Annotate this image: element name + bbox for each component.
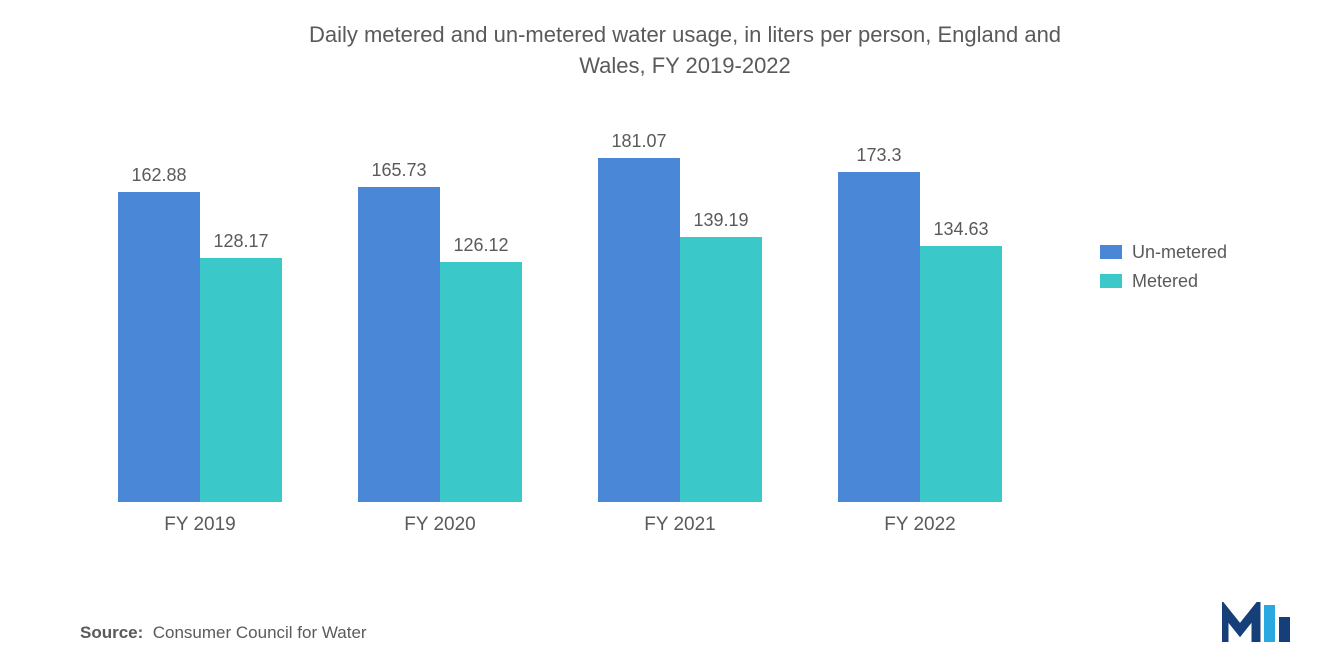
bar-value-label: 128.17 bbox=[213, 231, 268, 252]
category-label: FY 2019 bbox=[110, 514, 290, 536]
bar-col-unmetered: 173.3 bbox=[838, 145, 920, 501]
bar-col-unmetered: 181.07 bbox=[598, 131, 680, 502]
legend-label: Metered bbox=[1132, 271, 1198, 292]
bar-group: 173.3 134.63 FY 2022 bbox=[830, 145, 1010, 501]
source-line: Source: Consumer Council for Water bbox=[80, 623, 367, 643]
legend-swatch-icon bbox=[1100, 274, 1122, 288]
category-label: FY 2022 bbox=[830, 514, 1010, 536]
bar-value-label: 134.63 bbox=[933, 219, 988, 240]
legend-swatch-icon bbox=[1100, 245, 1122, 259]
legend: Un-metered Metered bbox=[1100, 242, 1227, 300]
bar-unmetered bbox=[598, 158, 680, 502]
bar-value-label: 162.88 bbox=[131, 165, 186, 186]
bar-col-metered: 126.12 bbox=[440, 235, 522, 502]
bar-unmetered bbox=[118, 192, 200, 501]
category-label: FY 2021 bbox=[590, 514, 770, 536]
legend-label: Un-metered bbox=[1132, 242, 1227, 263]
bar-group: 162.88 128.17 FY 2019 bbox=[110, 165, 290, 501]
bar-col-metered: 139.19 bbox=[680, 210, 762, 501]
bar-value-label: 139.19 bbox=[693, 210, 748, 231]
bar-value-label: 126.12 bbox=[453, 235, 508, 256]
bar-groups: 162.88 128.17 FY 2019 165.73 1 bbox=[80, 122, 1040, 502]
bar-unmetered bbox=[358, 187, 440, 502]
bar-metered bbox=[920, 246, 1002, 502]
legend-item-unmetered: Un-metered bbox=[1100, 242, 1227, 263]
category-label: FY 2020 bbox=[350, 514, 530, 536]
bar-value-label: 173.3 bbox=[856, 145, 901, 166]
bar-group: 181.07 139.19 FY 2021 bbox=[590, 131, 770, 502]
bar-value-label: 165.73 bbox=[371, 160, 426, 181]
mordor-logo-icon bbox=[1222, 602, 1292, 651]
plot-row: 162.88 128.17 FY 2019 165.73 1 bbox=[80, 122, 1290, 542]
source-prefix: Source: bbox=[80, 623, 143, 642]
bar-value-label: 181.07 bbox=[611, 131, 666, 152]
bar-metered bbox=[680, 237, 762, 501]
legend-item-metered: Metered bbox=[1100, 271, 1227, 292]
bar-metered bbox=[200, 258, 282, 502]
chart-title: Daily metered and un-metered water usage… bbox=[275, 20, 1095, 82]
bar-col-metered: 134.63 bbox=[920, 219, 1002, 502]
chart-container: Daily metered and un-metered water usage… bbox=[0, 0, 1320, 665]
bar-unmetered bbox=[838, 172, 920, 501]
source-text: Consumer Council for Water bbox=[153, 623, 367, 642]
bar-col-metered: 128.17 bbox=[200, 231, 282, 502]
bar-group: 165.73 126.12 FY 2020 bbox=[350, 160, 530, 502]
bar-col-unmetered: 162.88 bbox=[118, 165, 200, 501]
bar-col-unmetered: 165.73 bbox=[358, 160, 440, 502]
bar-metered bbox=[440, 262, 522, 502]
plot-area: 162.88 128.17 FY 2019 165.73 1 bbox=[80, 122, 1040, 542]
